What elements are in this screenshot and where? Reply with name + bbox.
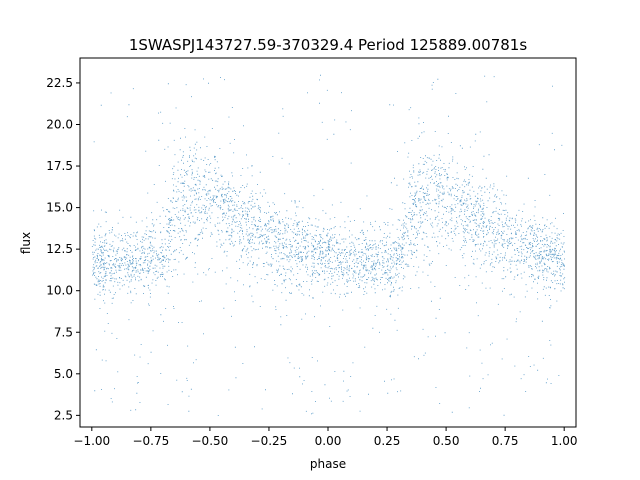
x-tick-label: 0.75 [492,434,519,448]
x-axis-label: phase [310,457,346,471]
y-tick-label: 7.5 [54,325,73,339]
x-tick-label: 0.50 [433,434,460,448]
y-tick-label: 2.5 [54,408,73,422]
chart-title: 1SWASPJ143727.59-370329.4 Period 125889.… [129,36,527,54]
x-tick-label: −0.75 [132,434,169,448]
y-tick-label: 5.0 [54,367,73,381]
y-tick-label: 15.0 [46,201,73,215]
x-tick-label: 0.25 [374,434,401,448]
y-tick-label: 22.5 [46,76,73,90]
y-tick-label: 17.5 [46,159,73,173]
x-tick-label: −0.50 [192,434,229,448]
y-tick-label: 10.0 [46,284,73,298]
y-axis: 2.5 5.0 7.5 10.0 12.5 15.0 17.5 20.0 22.5 [46,76,80,422]
y-axis-label: flux [19,232,33,254]
x-tick-label: −1.00 [73,434,110,448]
x-axis: −1.00 −0.75 −0.50 −0.25 0.00 0.25 0.50 0.75 1.00 [73,427,578,448]
y-tick-label: 12.5 [46,242,73,256]
x-tick-label: 0.00 [315,434,342,448]
x-tick-label: 1.00 [551,434,578,448]
x-tick-label: −0.25 [251,434,288,448]
y-tick-label: 20.0 [46,117,73,131]
